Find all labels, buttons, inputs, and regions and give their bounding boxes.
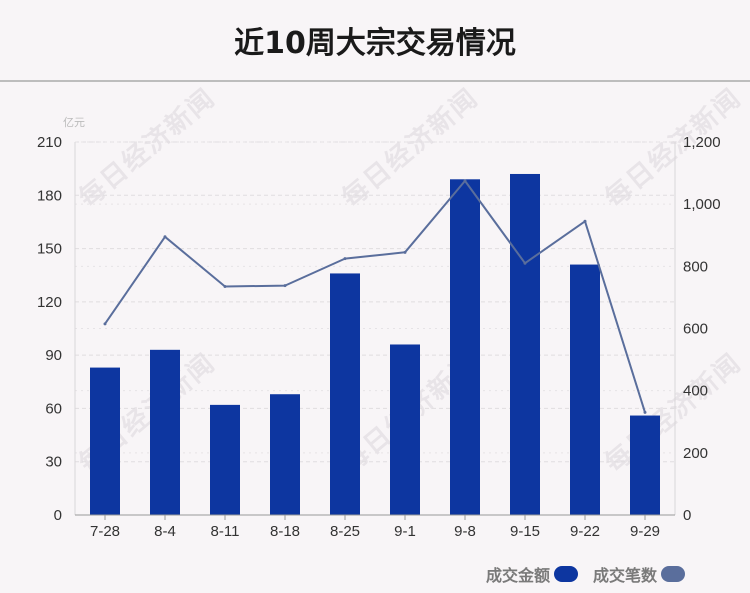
x-tick-label: 9-8 (454, 523, 476, 540)
left-axis-unit: 亿元 (63, 116, 85, 129)
line-point (163, 235, 167, 239)
x-tick-label: 7-28 (90, 523, 120, 540)
bar (330, 273, 360, 515)
line-point (583, 219, 587, 223)
line-point (523, 261, 527, 265)
legend-swatch-count (661, 566, 686, 582)
line-point (103, 322, 107, 326)
bar (630, 415, 660, 515)
line-point (343, 257, 347, 261)
x-tick-label: 8-4 (154, 523, 176, 540)
bar (210, 404, 240, 515)
right-tick-label: 400 (683, 383, 708, 400)
x-tick-label: 8-11 (211, 523, 240, 540)
legend-swatch-amount (554, 566, 579, 582)
line-point (283, 284, 287, 288)
left-tick-label: 150 (37, 241, 62, 258)
x-tick-label: 9-1 (394, 523, 416, 540)
left-tick-label: 180 (37, 187, 62, 204)
line-point (403, 250, 407, 254)
bar (570, 264, 600, 515)
bar (90, 367, 120, 515)
x-tick-label: 8-18 (270, 523, 300, 540)
line-point (223, 285, 227, 289)
legend-label-count: 成交笔数 (593, 566, 658, 585)
right-tick-label: 200 (683, 445, 708, 462)
line-point (643, 410, 647, 414)
left-tick-label: 120 (37, 294, 62, 311)
left-tick-label: 210 (37, 134, 62, 151)
x-tick-label: 8-25 (330, 523, 360, 540)
bar (270, 394, 300, 515)
x-tick-label: 9-29 (630, 523, 660, 540)
left-tick-label: 30 (45, 454, 62, 471)
series-line-count (104, 179, 646, 413)
bar (150, 349, 180, 515)
chart-title: 近10周大宗交易情况 (234, 26, 516, 61)
legend-label-amount: 成交金额 (486, 566, 551, 585)
right-tick-label: 1,200 (683, 134, 721, 151)
legend: 成交金额 成交笔数 (486, 563, 686, 585)
bar (510, 173, 540, 515)
left-tick-label: 60 (45, 400, 62, 417)
right-tick-label: 0 (683, 507, 691, 524)
bar (390, 344, 420, 515)
left-tick-label: 0 (54, 507, 62, 524)
right-tick-label: 1,000 (683, 196, 721, 213)
x-tick-label: 9-15 (510, 523, 540, 540)
left-tick-label: 90 (45, 347, 62, 364)
right-tick-label: 600 (683, 321, 708, 338)
title-divider (0, 80, 750, 82)
line-point (463, 179, 467, 183)
x-tick-label: 9-22 (570, 523, 600, 540)
right-tick-label: 800 (683, 258, 708, 275)
bar (450, 179, 480, 516)
